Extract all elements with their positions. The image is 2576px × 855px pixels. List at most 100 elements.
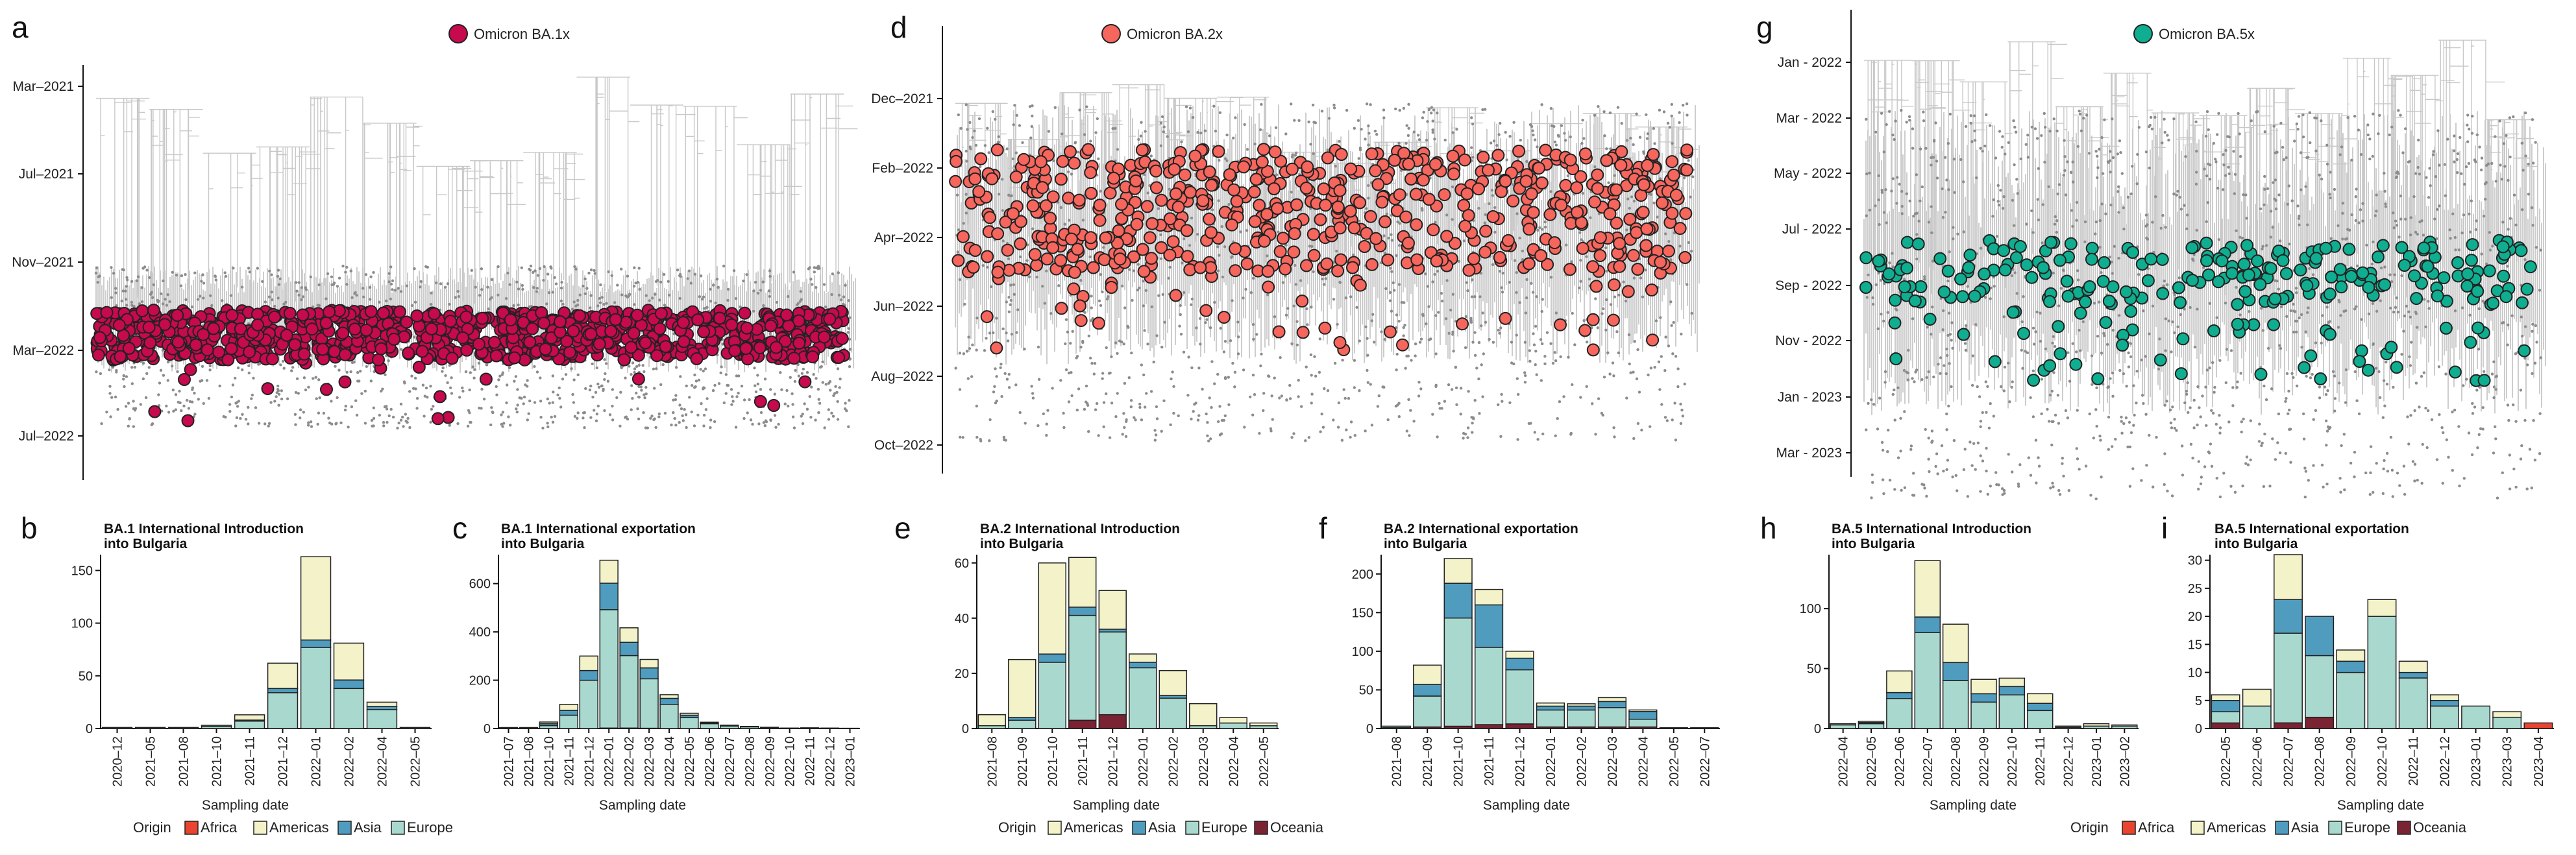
tip-point <box>762 421 766 424</box>
tip-point <box>1031 114 1034 117</box>
tip-point <box>794 368 797 372</box>
highlighted-tip <box>1563 263 1576 276</box>
highlighted-tip <box>387 332 401 346</box>
tip-point <box>1963 342 1967 345</box>
highlighted-tip <box>487 335 501 349</box>
tip-point <box>276 388 280 391</box>
tip-point <box>2392 226 2396 230</box>
tip-point <box>415 407 419 410</box>
tip-point <box>1028 105 1032 108</box>
highlighted-tip <box>372 353 385 367</box>
tip-point <box>2052 485 2055 488</box>
tip-point <box>1105 297 1109 301</box>
tip-point <box>674 394 678 397</box>
tip-point <box>1066 330 1070 333</box>
tip-point <box>1945 468 1948 472</box>
tip-point <box>2168 408 2172 412</box>
tip-point <box>1654 319 1658 322</box>
tip-point <box>535 290 539 293</box>
tip-point <box>276 384 280 388</box>
tip-point <box>1251 323 1255 326</box>
tip-point <box>1625 228 1628 232</box>
tip-point <box>1070 173 1073 176</box>
tip-point <box>2460 172 2463 175</box>
tip-point <box>279 363 282 367</box>
tip-point <box>1245 148 1249 151</box>
tip-point <box>2172 117 2176 121</box>
tip-point <box>1159 233 1162 237</box>
tip-point <box>2349 461 2353 465</box>
highlighted-tip <box>806 350 820 364</box>
tip-point <box>1062 411 1065 415</box>
tip-point <box>1197 367 1201 370</box>
highlighted-tip <box>445 352 459 365</box>
tip-point <box>149 293 153 296</box>
tip-point <box>657 412 661 416</box>
tip-point <box>1445 279 1449 282</box>
tip-point <box>172 409 175 413</box>
tip-point <box>1928 470 1931 474</box>
tip-point <box>572 401 576 404</box>
tip-point <box>1550 124 1554 128</box>
tip-point <box>112 272 116 275</box>
tip-point <box>363 389 367 393</box>
tip-point <box>1528 349 1531 352</box>
tip-point <box>1985 113 1988 116</box>
tip-point <box>659 383 663 387</box>
tip-point <box>1477 341 1481 344</box>
tip-point <box>184 273 187 276</box>
tip-point <box>769 388 772 391</box>
tip-point <box>1639 276 1643 280</box>
tip-point <box>1524 374 1527 378</box>
tip-point <box>293 413 297 416</box>
tip-point <box>1005 331 1008 335</box>
tip-point <box>281 359 285 363</box>
tip-point <box>2482 215 2486 218</box>
tip-point <box>678 421 681 424</box>
tip-point <box>1673 402 1676 405</box>
tip-point <box>365 365 368 368</box>
tip-point <box>2094 220 2098 224</box>
tip-point <box>1216 372 1220 376</box>
tip-point <box>722 401 726 405</box>
tip-point <box>742 280 745 283</box>
tip-point <box>1943 156 1947 159</box>
tip-point <box>589 416 593 419</box>
tip-point <box>2392 211 2395 215</box>
tip-point <box>1152 360 1155 364</box>
tip-point <box>732 269 736 272</box>
tip-point <box>1667 240 1671 243</box>
highlighted-tip <box>1615 145 1628 158</box>
tip-point <box>1358 389 1361 392</box>
tip-point <box>1051 387 1054 390</box>
tip-point <box>1571 383 1574 387</box>
tip-point <box>316 304 319 307</box>
highlighted-tip <box>1272 325 1286 339</box>
tip-point <box>1628 362 1631 366</box>
tip-point <box>449 386 452 389</box>
tip-point <box>2285 397 2288 400</box>
tip-point <box>2520 444 2523 448</box>
tip-point <box>631 396 634 400</box>
highlighted-tip <box>1014 237 1027 250</box>
tip-point <box>1031 396 1035 400</box>
tip-point <box>196 298 200 301</box>
highlighted-tip <box>1334 148 1348 161</box>
tip-point <box>1490 141 1493 145</box>
tip-point <box>318 396 321 400</box>
tip-point <box>1449 308 1453 312</box>
tip-point <box>404 413 407 416</box>
tip-point <box>1975 176 1978 180</box>
tip-point <box>1865 428 1868 431</box>
tip-point <box>1206 421 1209 424</box>
tip-point <box>1971 354 1974 357</box>
tip-point <box>659 280 663 283</box>
tip-point <box>1430 112 1433 115</box>
tip-point <box>1867 402 1870 405</box>
tip-point <box>403 381 406 385</box>
tip-point <box>515 407 518 411</box>
highlighted-tip <box>1068 156 1081 170</box>
tip-point <box>1118 339 1122 343</box>
tip-point <box>1454 386 1458 390</box>
tip-point <box>1098 299 1101 302</box>
